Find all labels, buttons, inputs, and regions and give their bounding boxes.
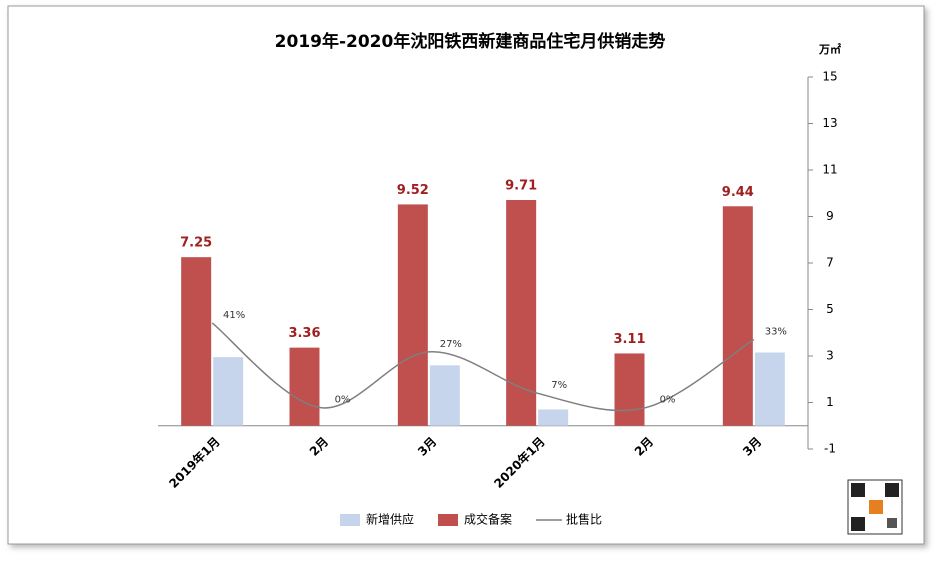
bar-value-label: 7.25: [180, 236, 212, 251]
bar-value-label: 3.36: [288, 326, 320, 341]
bar: [397, 204, 428, 426]
line-value-label: 27%: [440, 339, 462, 350]
y-unit: 万㎡: [818, 42, 841, 56]
y-tick-label: 1: [826, 395, 834, 409]
legend-label: 成交备案: [464, 512, 512, 527]
y-tick-label: -1: [824, 442, 836, 456]
legend-label: 新增供应: [366, 512, 414, 527]
bar: [289, 347, 320, 426]
y-tick-label: 13: [822, 116, 837, 130]
line-value-label: 0%: [660, 395, 676, 406]
y-tick-label: 3: [826, 349, 834, 363]
qr-code: [847, 479, 903, 535]
line-value-label: 7%: [551, 380, 567, 391]
legend-swatch: [438, 514, 458, 526]
line-value-label: 33%: [765, 326, 787, 337]
bar: [722, 206, 753, 426]
y-tick-label: 11: [822, 163, 837, 177]
y-tick-label: 9: [826, 209, 834, 223]
bar: [213, 357, 244, 426]
legend-label: 批售比: [566, 512, 602, 527]
y-tick-label: 15: [822, 70, 837, 84]
line-value-label: 41%: [223, 310, 245, 321]
line-value-label: 0%: [335, 395, 351, 406]
chart-title: 2019年-2020年沈阳铁西新建商品住宅月供销走势: [275, 31, 666, 52]
bar: [754, 352, 785, 426]
y-tick-label: 5: [826, 302, 834, 316]
bar-value-label: 9.52: [397, 183, 429, 198]
y-tick-label: 7: [826, 256, 834, 270]
legend-swatch: [340, 514, 360, 526]
bar-value-label: 9.71: [505, 178, 537, 193]
bar-value-label: 3.11: [613, 332, 645, 347]
bar: [538, 409, 569, 426]
bar: [429, 365, 460, 426]
frame: [7, 5, 925, 545]
bar: [614, 353, 645, 426]
line: [211, 322, 755, 412]
bar-value-label: 9.44: [722, 185, 754, 200]
bar: [181, 257, 212, 426]
